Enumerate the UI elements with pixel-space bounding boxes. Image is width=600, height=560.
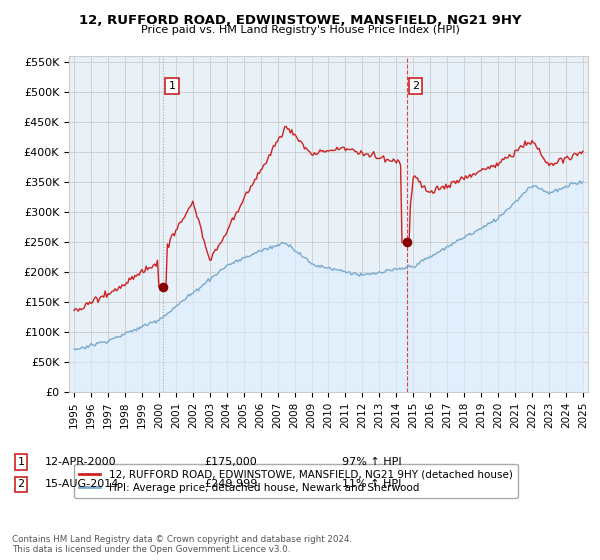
Text: £175,000: £175,000	[204, 457, 257, 467]
Text: 2: 2	[17, 479, 25, 489]
Text: Contains HM Land Registry data © Crown copyright and database right 2024.
This d: Contains HM Land Registry data © Crown c…	[12, 535, 352, 554]
Text: £249,999: £249,999	[204, 479, 257, 489]
Text: 2: 2	[412, 81, 419, 91]
Text: Price paid vs. HM Land Registry's House Price Index (HPI): Price paid vs. HM Land Registry's House …	[140, 25, 460, 35]
Text: 11% ↑ HPI: 11% ↑ HPI	[342, 479, 401, 489]
Text: 97% ↑ HPI: 97% ↑ HPI	[342, 457, 401, 467]
Text: 12, RUFFORD ROAD, EDWINSTOWE, MANSFIELD, NG21 9HY: 12, RUFFORD ROAD, EDWINSTOWE, MANSFIELD,…	[79, 14, 521, 27]
Text: 12-APR-2000: 12-APR-2000	[45, 457, 116, 467]
Text: 15-AUG-2014: 15-AUG-2014	[45, 479, 119, 489]
Legend: 12, RUFFORD ROAD, EDWINSTOWE, MANSFIELD, NG21 9HY (detached house), HPI: Average: 12, RUFFORD ROAD, EDWINSTOWE, MANSFIELD,…	[74, 464, 518, 498]
Point	[158, 282, 168, 291]
Text: 1: 1	[17, 457, 25, 467]
Point	[402, 237, 412, 246]
Text: 1: 1	[169, 81, 176, 91]
